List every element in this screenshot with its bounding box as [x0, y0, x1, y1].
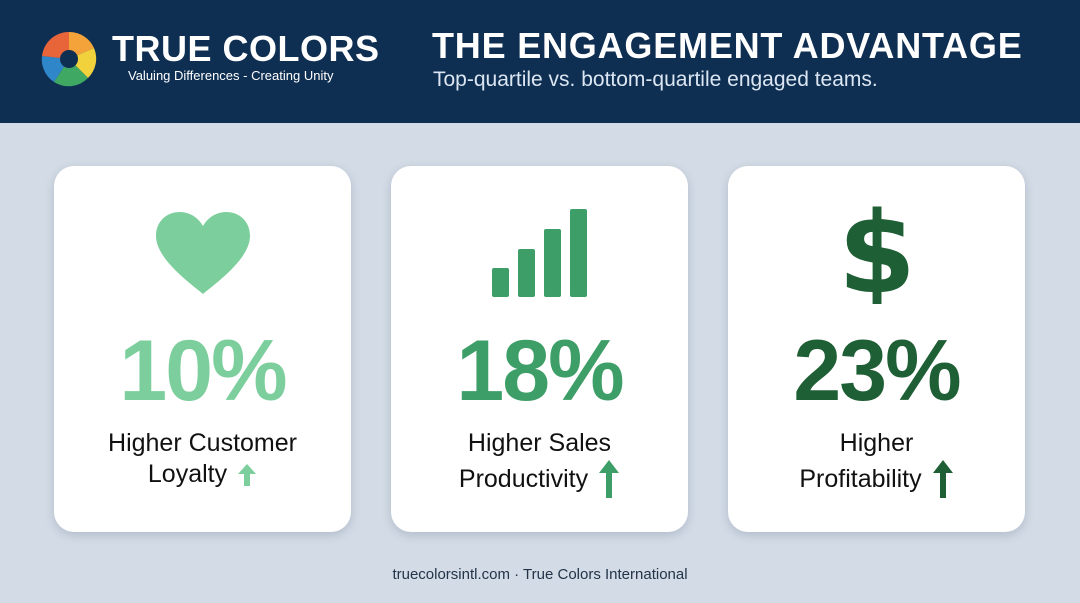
metric-description: Higher Sales Productivity [391, 428, 688, 499]
metric-value: 18% [456, 323, 624, 419]
description-line-2: Loyalty [147, 460, 228, 488]
description-line-1: Higher [839, 429, 914, 457]
page-title: THE ENGAGEMENT ADVANTAGE [432, 25, 1023, 66]
page-subtitle: Top-quartile vs. bottom-quartile engaged… [433, 68, 878, 91]
description-line-1: Higher Sales [467, 429, 612, 457]
description-line-1: Higher Customer [108, 429, 297, 457]
bar-chart-icon [492, 209, 587, 297]
stat-card-customer-loyalty: 10% Higher Customer Loyalty [54, 166, 351, 532]
metric-value: 23% [793, 323, 961, 419]
description-line-2: Profitability [799, 464, 922, 493]
stat-card-profitability: $ 23% Higher Profitability [728, 166, 1025, 532]
heart-icon [156, 212, 250, 294]
metric-description: Higher Customer Loyalty [54, 428, 351, 490]
brand-tagline: Valuing Differences - Creating Unity [128, 68, 334, 83]
true-colors-logo-icon [41, 31, 97, 87]
footer-credit: truecolorsintl.com · True Colors Interna… [392, 566, 688, 583]
arrow-up-icon [599, 460, 620, 498]
arrow-up-icon [238, 463, 257, 486]
arrow-up-icon [932, 460, 953, 498]
metric-description: Higher Profitability [728, 428, 1025, 499]
metric-value: 10% [119, 323, 287, 419]
dollar-icon: $ [838, 200, 916, 304]
svg-text:$: $ [838, 200, 916, 304]
description-line-2: Productivity [458, 464, 589, 493]
brand-title: TRUE COLORS [112, 28, 380, 69]
stat-card-sales-productivity: 18% Higher Sales Productivity [391, 166, 688, 532]
header-banner: TRUE COLORS Valuing Differences - Creati… [0, 0, 1080, 123]
